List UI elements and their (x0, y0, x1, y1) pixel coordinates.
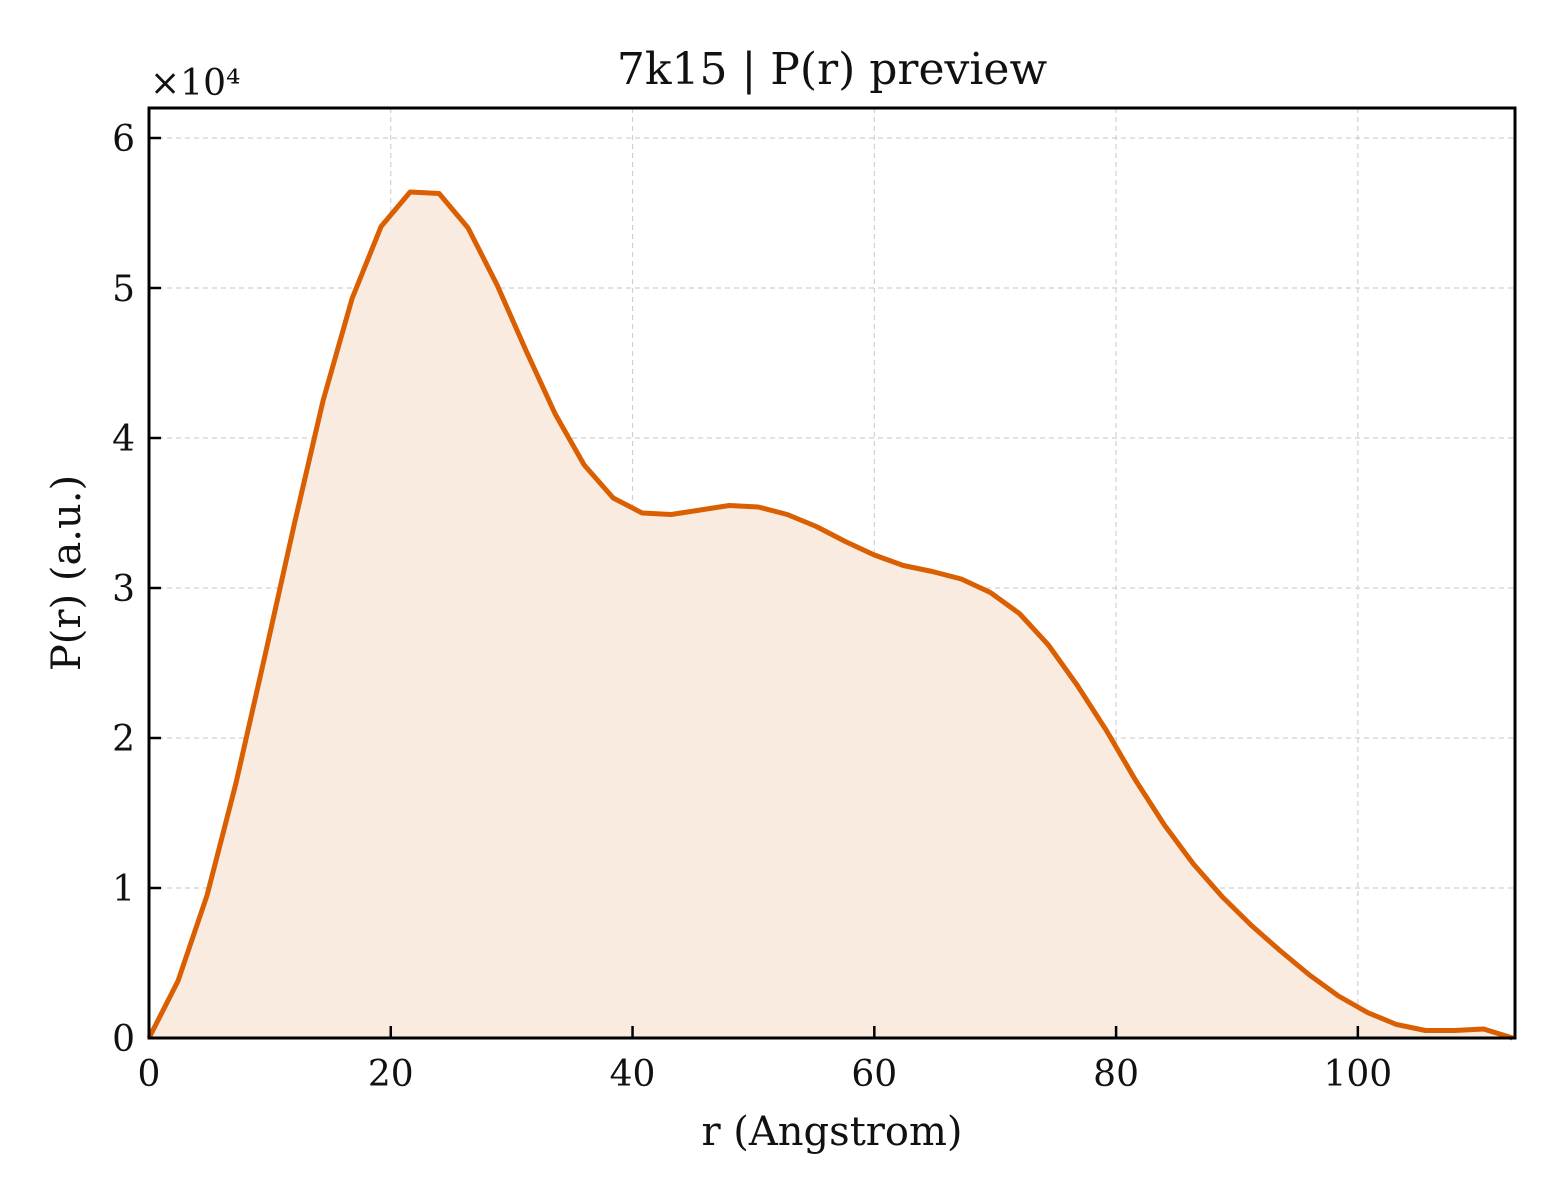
plot-frame (147, 106, 1517, 1040)
tick-labels: 0 20 40 60 80 100 0 1 2 3 4 5 6 (112, 119, 1392, 1095)
y-tick-label: 3 (112, 569, 135, 610)
y-tick-label: 6 (112, 119, 135, 160)
y-axis-label: P(r) (a.u.) (44, 475, 90, 671)
y-tick-label: 2 (112, 719, 135, 760)
y-tick-label: 5 (112, 269, 135, 310)
x-tick-label: 0 (138, 1054, 161, 1095)
x-tick-label: 20 (368, 1054, 414, 1095)
x-tick-label: 40 (610, 1054, 656, 1095)
area-fill (149, 192, 1513, 1038)
x-tick-label: 100 (1323, 1054, 1392, 1095)
x-tick-label: 60 (851, 1054, 897, 1095)
series-line (146, 189, 1514, 1041)
y-tick-label: 0 (112, 1019, 135, 1060)
y-multiplier-label: ×10⁴ (150, 63, 240, 104)
x-axis-label: r (Angstrom) (701, 1109, 962, 1155)
y-tick-label: 1 (112, 869, 135, 910)
x-tick-label: 80 (1093, 1054, 1139, 1095)
y-tick-label: 4 (112, 419, 135, 460)
chart-title: 7k15 | P(r) preview (617, 44, 1048, 95)
